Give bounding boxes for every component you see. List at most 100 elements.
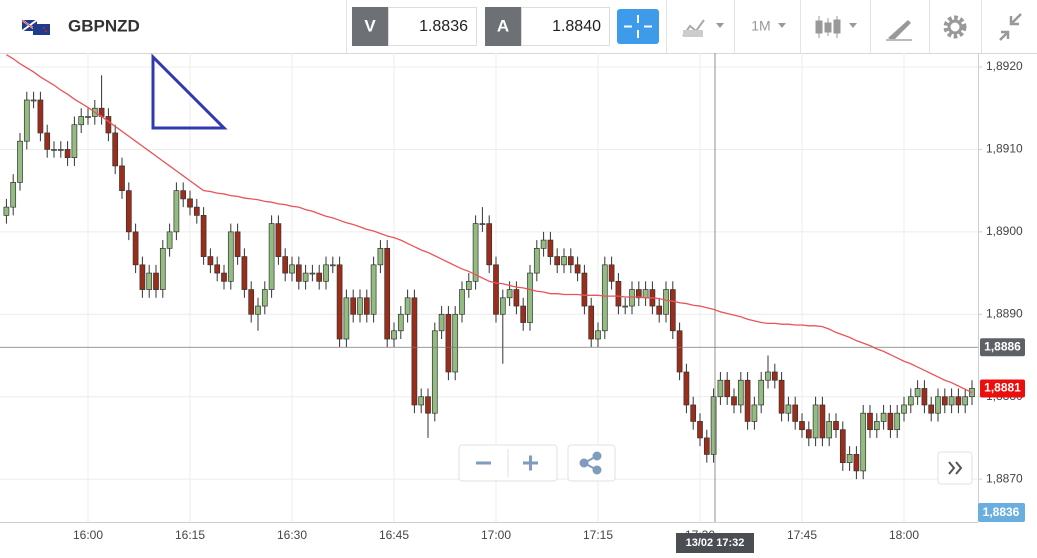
candle-body: [391, 330, 397, 340]
candle-body: [703, 437, 710, 455]
candle-body: [901, 404, 907, 414]
y-tick-label: 1,8920: [986, 59, 1023, 73]
candle-body: [554, 256, 561, 266]
candle-body: [751, 404, 758, 422]
candle-body: [289, 264, 295, 274]
plot-area: [0, 53, 978, 522]
x-tick-label: 16:30: [277, 528, 307, 542]
candle-body: [51, 149, 57, 151]
y-tick-label: 1,8870: [986, 471, 1023, 485]
candle-body: [533, 247, 540, 274]
crosshair-button[interactable]: [617, 9, 659, 44]
zoom-in-button[interactable]: [523, 455, 538, 471]
collapse-button[interactable]: [999, 13, 1022, 41]
candle-body: [445, 313, 452, 373]
crosshair-time-tag: [676, 533, 754, 553]
candle-body: [431, 330, 438, 414]
candle-body: [676, 330, 683, 373]
candle-body: [425, 396, 431, 414]
flag-icon: [21, 19, 50, 35]
candle-body: [302, 272, 309, 282]
candle-body: [377, 247, 384, 266]
settings-button[interactable]: [943, 15, 967, 39]
candle-body: [465, 280, 472, 290]
candle-body: [370, 264, 377, 315]
candle-body: [159, 247, 166, 290]
candle-body: [139, 264, 146, 290]
share-button[interactable]: [579, 451, 602, 475]
candle-body: [669, 289, 676, 332]
candle-body: [792, 404, 799, 422]
candle-style-button[interactable]: [815, 16, 857, 38]
candle-body: [805, 429, 812, 439]
candle-body: [955, 396, 962, 406]
x-tick-label: 17:00: [481, 528, 511, 542]
draw-tool-button[interactable]: [886, 20, 912, 41]
candle-body: [690, 404, 697, 422]
candle-body: [642, 289, 649, 299]
last-price-label: 1,8881: [984, 381, 1021, 395]
candle-body: [724, 379, 731, 398]
candle-body: [622, 305, 629, 308]
ask-price: 1.8840: [552, 18, 601, 35]
candle-body: [384, 247, 391, 340]
candle-body: [343, 297, 350, 340]
candle-body: [595, 330, 601, 340]
crosshair-price-label: 1,8886: [984, 339, 1021, 353]
period-button[interactable]: 1M: [751, 18, 770, 34]
candle-body: [153, 272, 159, 290]
candle-body: [941, 396, 948, 406]
candle-body: [3, 206, 10, 216]
candle-body: [867, 412, 873, 431]
candle-body: [588, 305, 595, 340]
candle-body: [887, 412, 894, 431]
candle-body: [771, 371, 778, 381]
candle-body: [860, 412, 867, 472]
y-tick-label: 1,8900: [986, 224, 1023, 238]
bid-button[interactable]: [352, 7, 388, 46]
candle-body: [227, 231, 234, 282]
candle-body: [479, 223, 486, 225]
candle-body: [200, 215, 207, 257]
x-tick-label: 16:00: [73, 528, 103, 542]
scroll-right-button[interactable]: [937, 451, 973, 485]
candle-body: [527, 272, 533, 323]
candle-body: [615, 280, 622, 307]
candle-body: [234, 231, 241, 257]
candle-body: [581, 272, 588, 307]
candle-body: [914, 388, 921, 398]
candle-body: [846, 454, 853, 464]
ask-tag: A: [497, 16, 509, 35]
candle-body: [357, 297, 363, 315]
candle-body: [472, 223, 479, 282]
candle-body: [635, 289, 642, 299]
candle-body: [363, 297, 370, 315]
candle-body: [438, 313, 445, 332]
candle-body: [397, 313, 404, 332]
candle-body: [506, 289, 513, 299]
crosshair-price-tag: [980, 338, 1025, 357]
candle-body: [309, 272, 316, 275]
candle-body: [166, 231, 173, 249]
candle-body: [329, 264, 336, 267]
x-tick-label: 18:00: [889, 528, 919, 542]
candle-body: [812, 404, 819, 439]
ask-button[interactable]: [485, 7, 521, 46]
candle-body: [119, 165, 125, 192]
candle-body: [737, 379, 744, 406]
candle-body: [214, 264, 221, 274]
drawn-triangle[interactable]: [151, 53, 228, 130]
candle-body: [894, 412, 901, 431]
candle-body: [44, 132, 51, 150]
chart-type-button[interactable]: [682, 19, 724, 37]
candle-body: [799, 421, 805, 431]
candle-body: [64, 149, 71, 159]
candle-body: [948, 396, 955, 406]
candle-body: [275, 223, 282, 257]
candle-body: [316, 272, 323, 282]
candle-body: [261, 289, 268, 307]
candle-body: [404, 297, 411, 315]
candle-body: [656, 305, 663, 315]
